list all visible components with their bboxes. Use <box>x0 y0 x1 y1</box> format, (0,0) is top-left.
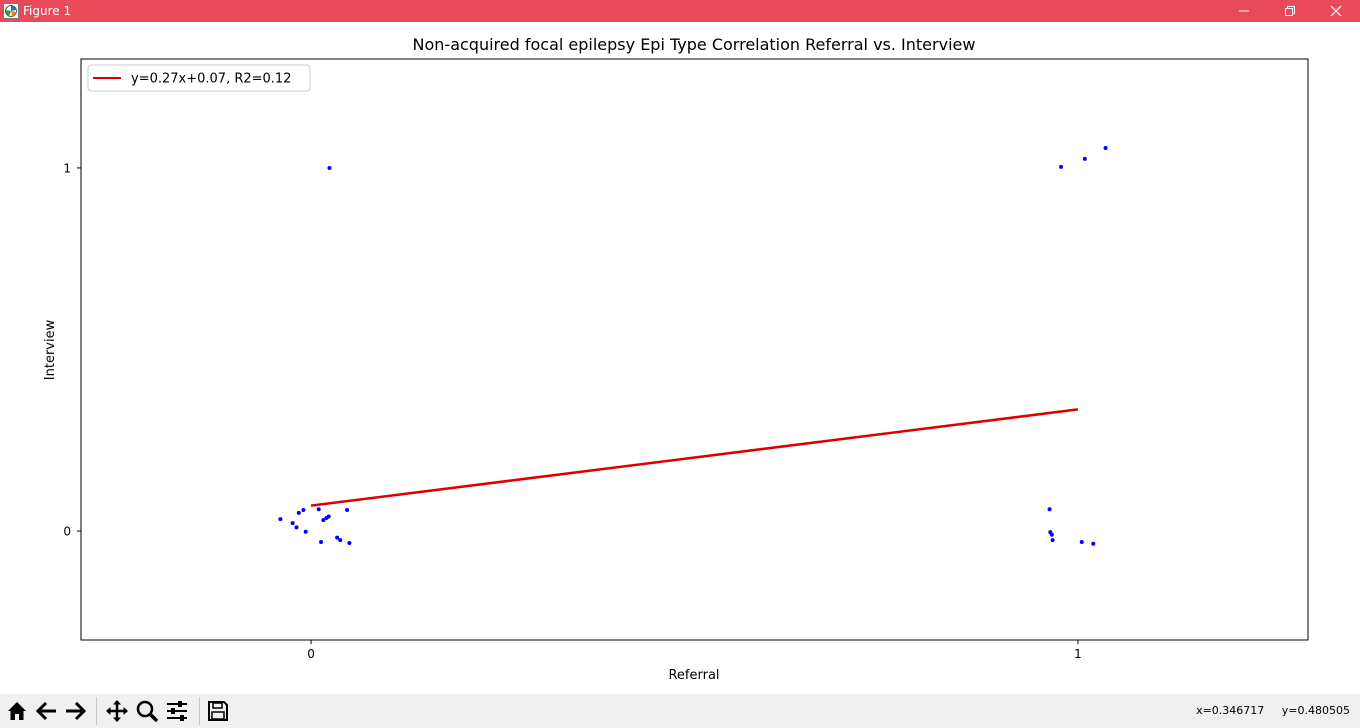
data-point <box>347 541 352 546</box>
data-point <box>319 539 324 544</box>
data-point <box>301 508 306 513</box>
data-point <box>1047 507 1052 512</box>
legend: y=0.27x+0.07, R2=0.12 <box>87 64 311 92</box>
window-title: Figure 1 <box>23 4 72 18</box>
magnifier-icon <box>136 700 159 723</box>
forward-button[interactable] <box>61 697 89 725</box>
close-button[interactable] <box>1313 0 1359 22</box>
data-point <box>1059 164 1064 169</box>
x-tick-label: 1 <box>1074 647 1082 661</box>
zoom-button[interactable] <box>133 697 161 725</box>
chart-title: Non-acquired focal epilepsy Epi Type Cor… <box>413 35 976 54</box>
data-point <box>1050 538 1055 543</box>
y-tick-label: 1 <box>63 161 71 175</box>
data-point <box>338 538 343 543</box>
data-point <box>303 529 308 534</box>
y-tick-label: 0 <box>63 525 71 539</box>
data-point <box>294 525 299 530</box>
x-axis-label: Referral <box>668 668 719 683</box>
data-point <box>1079 539 1084 544</box>
floppy-disk-icon <box>208 701 228 721</box>
scatter-chart: Non-acquired focal epilepsy Epi Type Cor… <box>0 22 1360 694</box>
legend-box <box>87 64 311 92</box>
data-point <box>1082 156 1087 161</box>
arrow-left-icon <box>35 701 56 721</box>
minimize-icon <box>1239 10 1249 12</box>
data-points <box>278 145 1108 546</box>
data-point <box>335 535 340 540</box>
pan-button[interactable] <box>103 697 131 725</box>
toolbar-separator <box>96 697 97 725</box>
data-point <box>1091 541 1096 546</box>
navigation-toolbar: x=0.346717 y=0.480505 <box>0 694 1360 728</box>
axis-ticks: 0 1 0 1 <box>63 161 1081 661</box>
save-figure-button[interactable] <box>204 697 232 725</box>
window-titlebar: Figure 1 <box>0 0 1360 22</box>
data-point <box>345 508 350 513</box>
x-tick-label: 0 <box>307 647 315 661</box>
data-point <box>1103 145 1108 150</box>
plot-area <box>80 58 1309 641</box>
cursor-coordinates: x=0.346717 y=0.480505 <box>1196 704 1350 717</box>
home-button[interactable] <box>3 697 31 725</box>
close-icon <box>1330 5 1342 17</box>
regression-line <box>310 408 1079 507</box>
data-point <box>1049 532 1054 537</box>
regression-lines <box>310 408 1079 507</box>
data-point <box>321 518 326 523</box>
data-point <box>316 507 321 512</box>
restore-button[interactable] <box>1267 0 1313 22</box>
matplotlib-app-icon <box>3 3 19 19</box>
data-point <box>278 517 283 522</box>
toolbar-separator <box>199 697 200 725</box>
data-point <box>290 521 295 526</box>
data-point <box>327 165 332 170</box>
minimize-button[interactable] <box>1221 0 1267 22</box>
configure-subplots-button[interactable] <box>163 697 191 725</box>
data-point <box>296 510 301 515</box>
sliders-icon <box>167 701 187 721</box>
pan-arrows-icon <box>106 700 128 722</box>
y-axis-label: Interview <box>43 319 58 380</box>
legend-entry-label: y=0.27x+0.07, R2=0.12 <box>131 72 291 87</box>
home-icon <box>8 702 26 720</box>
back-button[interactable] <box>33 697 61 725</box>
data-point <box>326 514 331 519</box>
arrow-right-icon <box>66 701 87 721</box>
restore-icon <box>1285 6 1295 16</box>
